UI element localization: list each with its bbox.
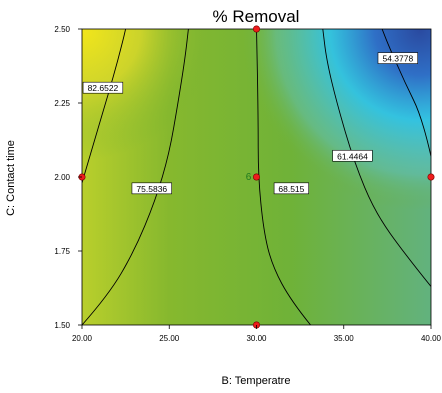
y-tick-label: 2.25 <box>54 99 70 108</box>
x-tick-label: 35.00 <box>334 334 355 343</box>
x-tick-label: 25.00 <box>159 334 180 343</box>
contour-labels: 82.6522 75.5836 68.515 61.4464 54.3778 <box>82 52 418 195</box>
design-points: 6 <box>78 25 435 329</box>
contour-label-box <box>332 149 373 162</box>
y-axis-ticks: 1.50 1.75 2.00 2.25 2.50 <box>54 25 82 330</box>
contour-label-box <box>273 182 310 195</box>
y-axis-label: C: Contact time <box>5 140 17 216</box>
chart-title: % Removal <box>213 7 300 26</box>
contour-label: 75.5836 <box>131 182 172 195</box>
x-tick-label: 20.00 <box>72 334 93 343</box>
contour-label-text: 68.515 <box>278 184 304 194</box>
x-tick-label: 30.00 <box>246 334 267 343</box>
design-point-label: 6 <box>246 172 252 183</box>
contour-line-1 <box>82 29 127 184</box>
y-tick-label: 1.75 <box>54 247 70 256</box>
contour-label-text: 61.4464 <box>337 151 368 161</box>
contour-label-text: 54.3778 <box>382 54 413 64</box>
contour-line-2 <box>82 29 189 325</box>
contour-label: 61.4464 <box>332 149 373 162</box>
contour-label: 82.6522 <box>82 81 124 94</box>
design-point <box>427 173 435 181</box>
contour-line-3 <box>256 29 311 325</box>
x-tick-label: 40.00 <box>421 334 442 343</box>
contour-label-box <box>377 52 418 64</box>
contour-label-box <box>131 182 172 195</box>
y-tick-label: 2.50 <box>54 25 70 34</box>
x-axis-ticks: 20.00 25.00 30.00 35.00 40.00 <box>72 325 442 343</box>
design-point <box>253 173 261 181</box>
contour-label-text: 75.5836 <box>136 184 167 194</box>
y-tick-label: 1.50 <box>54 321 70 330</box>
contour-label-box <box>82 81 124 94</box>
contour-line-5 <box>381 29 431 157</box>
contour-label-text: 82.6522 <box>88 83 119 93</box>
contour-label: 54.3778 <box>377 52 418 64</box>
y-tick-label: 2.00 <box>54 173 70 182</box>
contour-label: 68.515 <box>273 182 310 195</box>
x-axis-label: B: Temperatre <box>222 375 291 387</box>
design-point <box>253 25 261 33</box>
